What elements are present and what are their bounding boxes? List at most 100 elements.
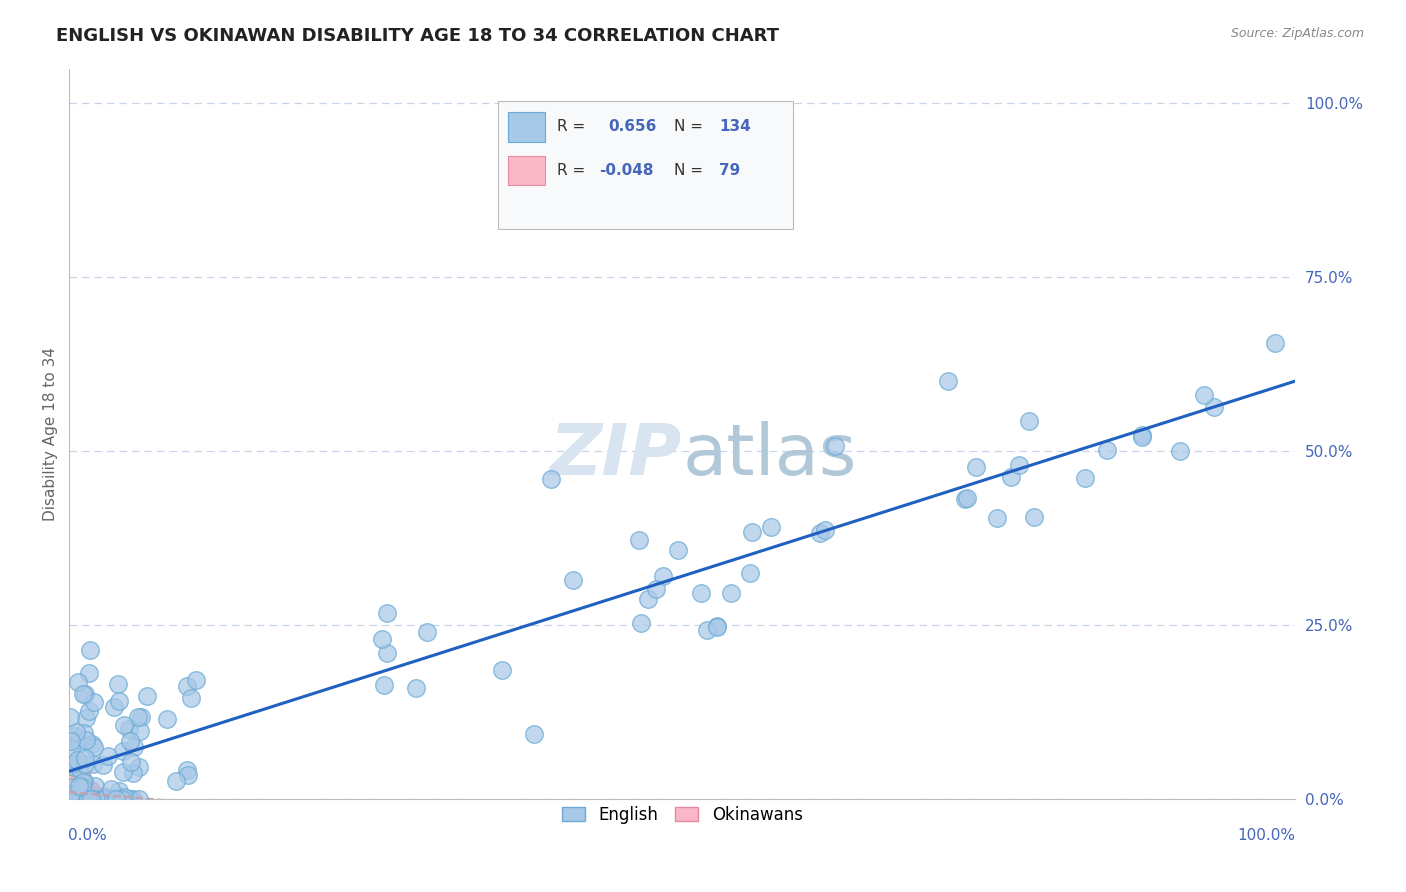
Text: -0.048: -0.048 — [599, 163, 654, 178]
Point — [540, 473, 562, 487]
Point — [118, 722, 141, 736]
Point — [70, 780, 93, 795]
Point — [112, 717, 135, 731]
Point — [79, 642, 101, 657]
Point — [59, 791, 82, 805]
Y-axis label: Disability Age 18 to 34: Disability Age 18 to 34 — [44, 347, 58, 521]
Point — [1073, 471, 1095, 485]
Point — [120, 733, 142, 747]
Point — [60, 787, 83, 801]
Point — [72, 779, 94, 793]
Point — [62, 789, 84, 803]
Point — [73, 756, 96, 771]
Point — [63, 791, 86, 805]
Text: N =: N = — [673, 120, 703, 135]
Point — [177, 768, 200, 782]
Point — [80, 737, 103, 751]
Point — [108, 791, 131, 805]
Point — [60, 789, 83, 803]
Point — [60, 788, 83, 802]
Point — [59, 789, 82, 803]
Point — [75, 711, 97, 725]
Point — [60, 776, 83, 790]
Text: 79: 79 — [718, 163, 740, 178]
Point — [59, 789, 82, 804]
Point — [59, 791, 82, 805]
FancyBboxPatch shape — [508, 112, 546, 142]
Point — [59, 790, 82, 805]
Point — [58, 792, 80, 806]
Point — [1018, 414, 1040, 428]
Point — [60, 791, 83, 805]
Point — [77, 665, 100, 680]
Point — [59, 789, 82, 803]
Point — [118, 792, 141, 806]
Point — [101, 792, 124, 806]
Point — [65, 780, 87, 795]
Point — [63, 782, 86, 797]
Point — [80, 792, 103, 806]
Point — [122, 765, 145, 780]
Point — [77, 704, 100, 718]
Point — [69, 792, 91, 806]
Point — [62, 781, 84, 796]
Point — [60, 789, 83, 803]
Point — [72, 687, 94, 701]
Point — [60, 788, 83, 802]
Point — [690, 585, 713, 599]
Point — [1204, 400, 1226, 414]
Point — [720, 585, 742, 599]
Point — [415, 625, 437, 640]
Point — [59, 789, 82, 804]
Point — [936, 374, 959, 388]
Point — [630, 616, 652, 631]
Point — [666, 542, 689, 557]
Point — [63, 784, 86, 798]
Text: 134: 134 — [718, 120, 751, 135]
Point — [59, 777, 82, 791]
Point — [637, 591, 659, 606]
Point — [65, 780, 87, 795]
Point — [824, 439, 846, 453]
Point — [94, 790, 117, 805]
Point — [60, 790, 83, 805]
Point — [59, 762, 82, 776]
Point — [108, 784, 131, 798]
Point — [97, 792, 120, 806]
Point — [67, 761, 90, 775]
Point — [1095, 443, 1118, 458]
Point — [186, 673, 208, 687]
Text: N =: N = — [673, 163, 703, 178]
Point — [80, 792, 103, 806]
Point — [59, 788, 82, 802]
Point — [759, 520, 782, 534]
Point — [58, 791, 80, 805]
Point — [83, 790, 105, 805]
Point — [60, 791, 83, 805]
Point — [62, 791, 84, 805]
Point — [59, 786, 82, 800]
Point — [60, 789, 83, 803]
Point — [176, 679, 198, 693]
Point — [83, 695, 105, 709]
Point — [103, 700, 125, 714]
Text: 100.0%: 100.0% — [1237, 828, 1295, 843]
Point — [73, 725, 96, 739]
Point — [129, 710, 152, 724]
Point — [80, 789, 103, 804]
Point — [1130, 428, 1153, 442]
Point — [84, 779, 107, 793]
Point — [121, 792, 143, 806]
Point — [1264, 335, 1286, 350]
Point — [58, 786, 80, 800]
Text: R =: R = — [557, 120, 585, 135]
Point — [59, 789, 82, 803]
Point — [112, 790, 135, 805]
Point — [59, 781, 82, 796]
Point — [63, 783, 86, 797]
Point — [59, 791, 82, 805]
Point — [76, 784, 98, 798]
Point — [65, 724, 87, 739]
Point — [118, 792, 141, 806]
Point — [59, 789, 82, 803]
